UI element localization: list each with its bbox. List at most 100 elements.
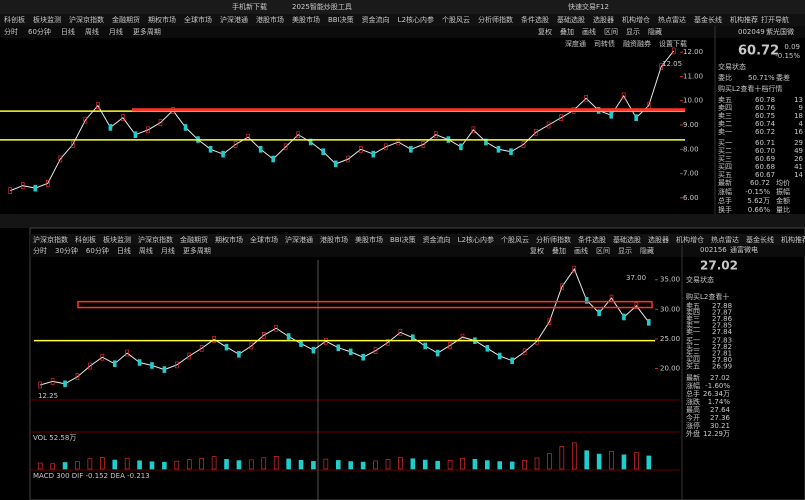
- title-item[interactable]: 手机新下载: [232, 2, 267, 11]
- period-tab[interactable]: 更多周期: [133, 27, 161, 36]
- menu-item[interactable]: 热点雷达: [711, 235, 739, 244]
- period-tab[interactable]: 日线: [61, 27, 75, 36]
- menu-item[interactable]: 条件选股: [521, 15, 549, 24]
- menu-item[interactable]: 沪深京指数: [69, 15, 104, 24]
- y-tick-label: 30.00: [660, 305, 680, 313]
- candle: [283, 143, 288, 151]
- candle: [471, 126, 476, 134]
- candle: [396, 138, 401, 146]
- menu-item[interactable]: 资金流向: [423, 235, 451, 244]
- menu-item[interactable]: 美股市场: [292, 15, 320, 24]
- candle: [609, 111, 613, 119]
- volume-bar: [323, 458, 329, 470]
- menu-item[interactable]: 沪深京指数: [33, 235, 68, 244]
- menu-item[interactable]: 沪深港通: [220, 15, 248, 24]
- period-tab[interactable]: 周线: [139, 246, 153, 255]
- book-size: 9: [799, 104, 803, 112]
- period-tab[interactable]: 更多周期: [183, 246, 211, 255]
- tool-button[interactable]: 区间: [596, 247, 610, 255]
- period-tab[interactable]: 分时: [4, 27, 18, 36]
- period-tab[interactable]: 60分钟: [28, 27, 51, 36]
- period-tab[interactable]: 月线: [161, 246, 175, 255]
- tool-button[interactable]: 叠加: [560, 27, 574, 36]
- book-label: 卖五: [718, 96, 732, 104]
- candle: [485, 345, 490, 352]
- menu-item[interactable]: 机构增仓: [676, 235, 704, 244]
- menu-item[interactable]: 全球市场: [184, 15, 212, 24]
- menu-item[interactable]: 热点雷达: [658, 15, 686, 24]
- title-item[interactable]: 打开导航: [761, 15, 789, 24]
- period-tab[interactable]: 分时: [33, 246, 47, 255]
- menu-item[interactable]: 沪深港通: [285, 235, 313, 244]
- tool-button[interactable]: 隐藏: [640, 246, 654, 255]
- tool-button[interactable]: 复权: [530, 246, 544, 255]
- menu-item[interactable]: 金融期货: [180, 235, 208, 244]
- menu-item[interactable]: 个股风云: [501, 236, 529, 244]
- book-label: 买五: [718, 171, 732, 179]
- tool-button[interactable]: 画线: [574, 246, 588, 255]
- menu-item[interactable]: 资金流向: [362, 15, 390, 24]
- menu-item[interactable]: 港股市场: [256, 15, 284, 24]
- menu-item[interactable]: 选股器: [648, 235, 669, 244]
- candle: [33, 184, 38, 192]
- promo[interactable]: 购买L2查看十: [686, 292, 729, 301]
- stat-label: 涨跌: [686, 397, 700, 406]
- menu-item[interactable]: L2核心内参: [398, 15, 434, 24]
- menu-item[interactable]: 个股风云: [442, 16, 470, 24]
- stat-value: 26.34万: [703, 390, 730, 398]
- tool-button[interactable]: 叠加: [552, 246, 566, 255]
- volume-bar: [224, 458, 229, 470]
- menu-item[interactable]: BBI决策: [328, 15, 354, 24]
- candle: [274, 324, 278, 332]
- menu-item[interactable]: L2核心内参: [458, 235, 494, 244]
- volume-bar: [75, 461, 80, 470]
- period-tab[interactable]: 月线: [109, 27, 123, 36]
- candle: [311, 346, 316, 354]
- menu-item[interactable]: 基础选股: [613, 235, 641, 244]
- volume-label: VOL 52.58万: [33, 434, 76, 442]
- period-tab[interactable]: 30分钟: [55, 246, 78, 255]
- menu-item[interactable]: 全球市场: [250, 235, 278, 244]
- menu-item[interactable]: BBI决策: [390, 235, 416, 244]
- menu-item[interactable]: 沪深京指数: [138, 235, 173, 244]
- menu-item[interactable]: 机构增仓: [622, 15, 650, 24]
- sub-tab[interactable]: 融资融券: [623, 39, 651, 48]
- menu-item[interactable]: 机构推荐: [730, 15, 758, 24]
- menu-item[interactable]: 选股器: [593, 15, 614, 24]
- book-size: 26: [794, 155, 803, 163]
- menu-item[interactable]: 科创板: [75, 235, 96, 244]
- sub-tab[interactable]: 深度通: [565, 39, 586, 48]
- tool-button[interactable]: 复权: [538, 27, 552, 36]
- candle: [158, 119, 163, 126]
- menu-item[interactable]: 期权市场: [215, 235, 243, 244]
- sub-tab[interactable]: 司转债: [594, 39, 615, 48]
- menu-item[interactable]: 机构推荐: [781, 235, 805, 244]
- menu-item[interactable]: 港股市场: [320, 235, 348, 244]
- menu-item[interactable]: 美股市场: [355, 235, 383, 244]
- menu-item[interactable]: 基金长线: [746, 235, 774, 244]
- period-tab[interactable]: 周线: [85, 27, 99, 36]
- menu-item[interactable]: 条件选股: [578, 235, 606, 244]
- title-item[interactable]: 快速交易F12: [568, 2, 609, 11]
- title-item[interactable]: 2025智能炒股工具: [292, 2, 352, 11]
- menu-item[interactable]: 基金长线: [694, 15, 722, 24]
- tool-button[interactable]: 显示: [626, 28, 640, 36]
- tool-button[interactable]: 隐藏: [648, 27, 662, 36]
- candle: [484, 138, 488, 146]
- tool-button[interactable]: 区间: [604, 28, 618, 36]
- period-tab[interactable]: 日线: [117, 246, 131, 255]
- menu-item[interactable]: 板块监测: [103, 235, 131, 244]
- sub-tab[interactable]: 设置下载: [659, 39, 687, 48]
- menu-item[interactable]: 期权市场: [148, 15, 176, 24]
- tool-button[interactable]: 画线: [582, 27, 596, 36]
- promo[interactable]: 购买L2查看十档行情: [718, 84, 782, 93]
- menu-item[interactable]: 科创板: [4, 15, 25, 24]
- menu-item[interactable]: 分析师指数: [536, 235, 571, 244]
- tool-button[interactable]: 显示: [618, 247, 632, 255]
- volume-bar: [485, 460, 490, 470]
- menu-item[interactable]: 分析师指数: [478, 15, 513, 24]
- menu-item[interactable]: 金融期货: [112, 15, 140, 24]
- menu-item[interactable]: 基础选股: [557, 15, 585, 24]
- period-tab[interactable]: 60分钟: [86, 246, 109, 255]
- menu-item[interactable]: 板块监测: [33, 15, 61, 24]
